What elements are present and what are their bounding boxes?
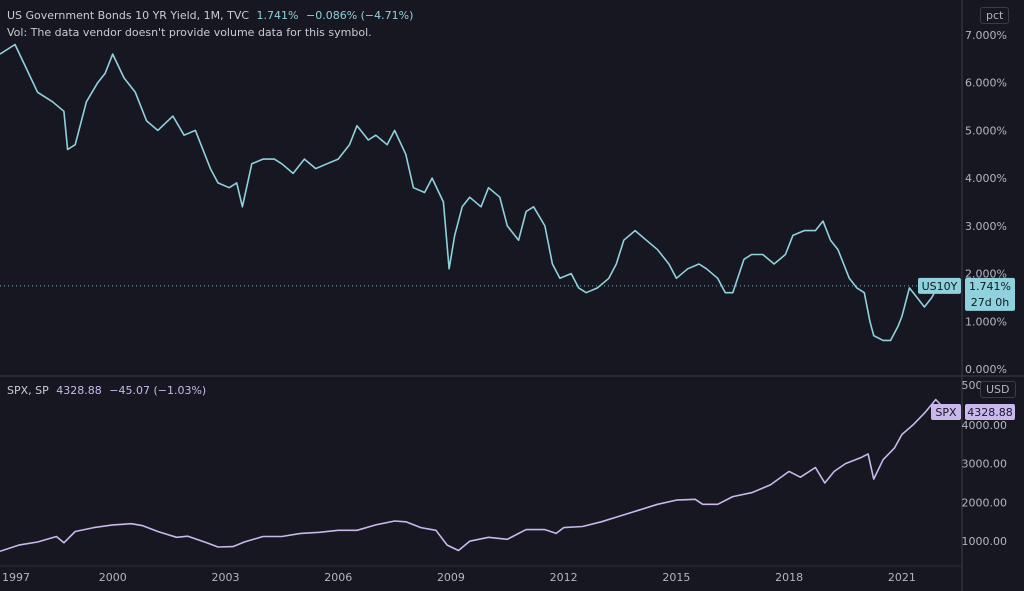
us10y-value: 1.741%	[969, 280, 1011, 293]
time-axis-tick-label: 1997	[2, 571, 30, 584]
top-unit-button[interactable]: pct	[980, 7, 1010, 24]
top-legend-change: −0.086% (−4.71%)	[305, 9, 414, 22]
us10y-value-box	[965, 277, 1015, 311]
time-axis-tick-label: 2006	[324, 571, 352, 584]
bottom-legend: SPX, SP 4328.88 −45.07 (−1.03%)	[7, 384, 206, 397]
us10y-tag-bg	[918, 277, 961, 294]
time-axis-tick-label: 2003	[211, 571, 239, 584]
top-axis-tick-label: 4.000%	[965, 172, 1007, 185]
top-axis-tick-label: 0.000%	[965, 363, 1007, 376]
top-legend-title: US Government Bonds 10 YR Yield, 1M, TVC	[7, 9, 250, 22]
top-legend: US Government Bonds 10 YR Yield, 1M, TVC…	[7, 9, 413, 22]
top-axis-tick-label: 1.000%	[965, 315, 1007, 328]
spx-value-box	[965, 404, 1015, 421]
time-axis-tick-label: 2000	[99, 571, 127, 584]
bottom-axis-tick-label: 4000.00	[962, 419, 1008, 432]
time-axis-tick-label: 2012	[550, 571, 578, 584]
us10y-tag: US10Y	[922, 280, 958, 293]
time-axis-tick-label: 2021	[888, 571, 916, 584]
top-axis-tick-label: 2.000%	[965, 268, 1007, 281]
bottom-axis-tick-label: 1000.00	[962, 535, 1008, 548]
top-axis-tick-label: 3.000%	[965, 220, 1007, 233]
bottom-legend-title: SPX, SP	[7, 384, 49, 397]
bottom-unit-button[interactable]: USD	[980, 381, 1016, 398]
top-legend-last: 1.741%	[256, 9, 299, 22]
spx-tag: SPX	[935, 406, 957, 419]
time-axis-tick-label: 2009	[437, 571, 465, 584]
spx-tag-bg	[931, 404, 961, 421]
bottom-axis-tick-label: 3000.00	[962, 458, 1008, 471]
us10y-line[interactable]	[0, 43, 946, 342]
vol-note: Vol: The data vendor doesn't provide vol…	[7, 26, 372, 39]
bottom-axis-tick-label: 2000.00	[962, 496, 1008, 509]
bottom-legend-change: −45.07 (−1.03%)	[109, 384, 207, 397]
spx-value: 4328.88	[967, 406, 1013, 419]
top-axis-tick-label: 7.000%	[965, 29, 1007, 42]
top-axis-tick-label: 6.000%	[965, 77, 1007, 90]
time-axis-tick-label: 2018	[775, 571, 803, 584]
top-axis-tick-label: 5.000%	[965, 124, 1007, 137]
spx-line[interactable]	[0, 398, 946, 553]
time-axis-tick-label: 2015	[662, 571, 690, 584]
us10y-countdown: 27d 0h	[971, 296, 1009, 309]
bottom-legend-last: 4328.88	[56, 384, 102, 397]
